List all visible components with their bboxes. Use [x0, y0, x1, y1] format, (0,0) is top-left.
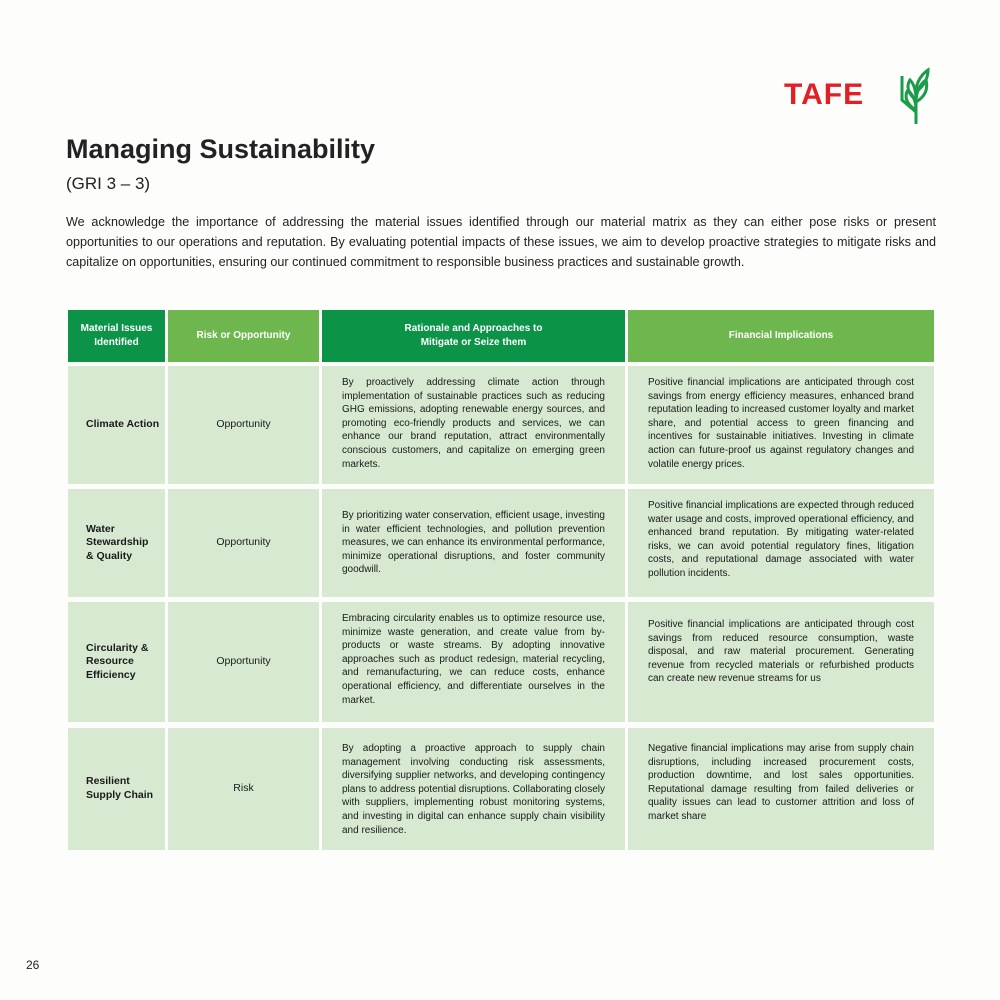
page-number: 26: [26, 958, 40, 972]
table-row-rationale: By prioritizing water conservation, effi…: [322, 489, 625, 597]
table-row-rationale: By adopting a proactive approach to supp…: [322, 728, 625, 850]
header-material-issues: Material Issues Identified: [68, 310, 165, 362]
table-row-issue: Climate Action: [68, 366, 165, 484]
header-rationale: Rationale and Approaches to Mitigate or …: [322, 310, 625, 362]
wheat-leaf-icon: [900, 67, 930, 124]
table-row-issue: Circularity & Resource Efficiency: [68, 602, 165, 722]
table-row-financial: Positive financial implications are anti…: [628, 602, 934, 722]
table-row-issue: Resilient Supply Chain: [68, 728, 165, 850]
tafe-logo: TAFE: [784, 66, 934, 126]
page-subtitle: (GRI 3 – 3): [66, 174, 151, 193]
table-row-type: Risk: [168, 728, 319, 850]
table-row-financial: Positive financial implications are expe…: [628, 489, 934, 597]
table-row-rationale: By proactively addressing climate action…: [322, 366, 625, 484]
table-row-type: Opportunity: [168, 366, 319, 484]
intro-paragraph: We acknowledge the importance of address…: [66, 215, 936, 269]
table-row-financial: Positive financial implications are anti…: [628, 366, 934, 484]
page-title: Managing Sustainability: [66, 134, 376, 164]
logo-text: TAFE: [784, 78, 865, 111]
table-row-financial: Negative financial implications may aris…: [628, 728, 934, 850]
table-row-issue: Water Stewardship & Quality: [68, 489, 165, 597]
table-row-type: Opportunity: [168, 602, 319, 722]
header-risk-or-opportunity: Risk or Opportunity: [168, 310, 319, 362]
table-row-rationale: Embracing circularity enables us to opti…: [322, 602, 625, 722]
header-financial-implications: Financial Implications: [628, 310, 934, 362]
table-row-type: Opportunity: [168, 489, 319, 597]
